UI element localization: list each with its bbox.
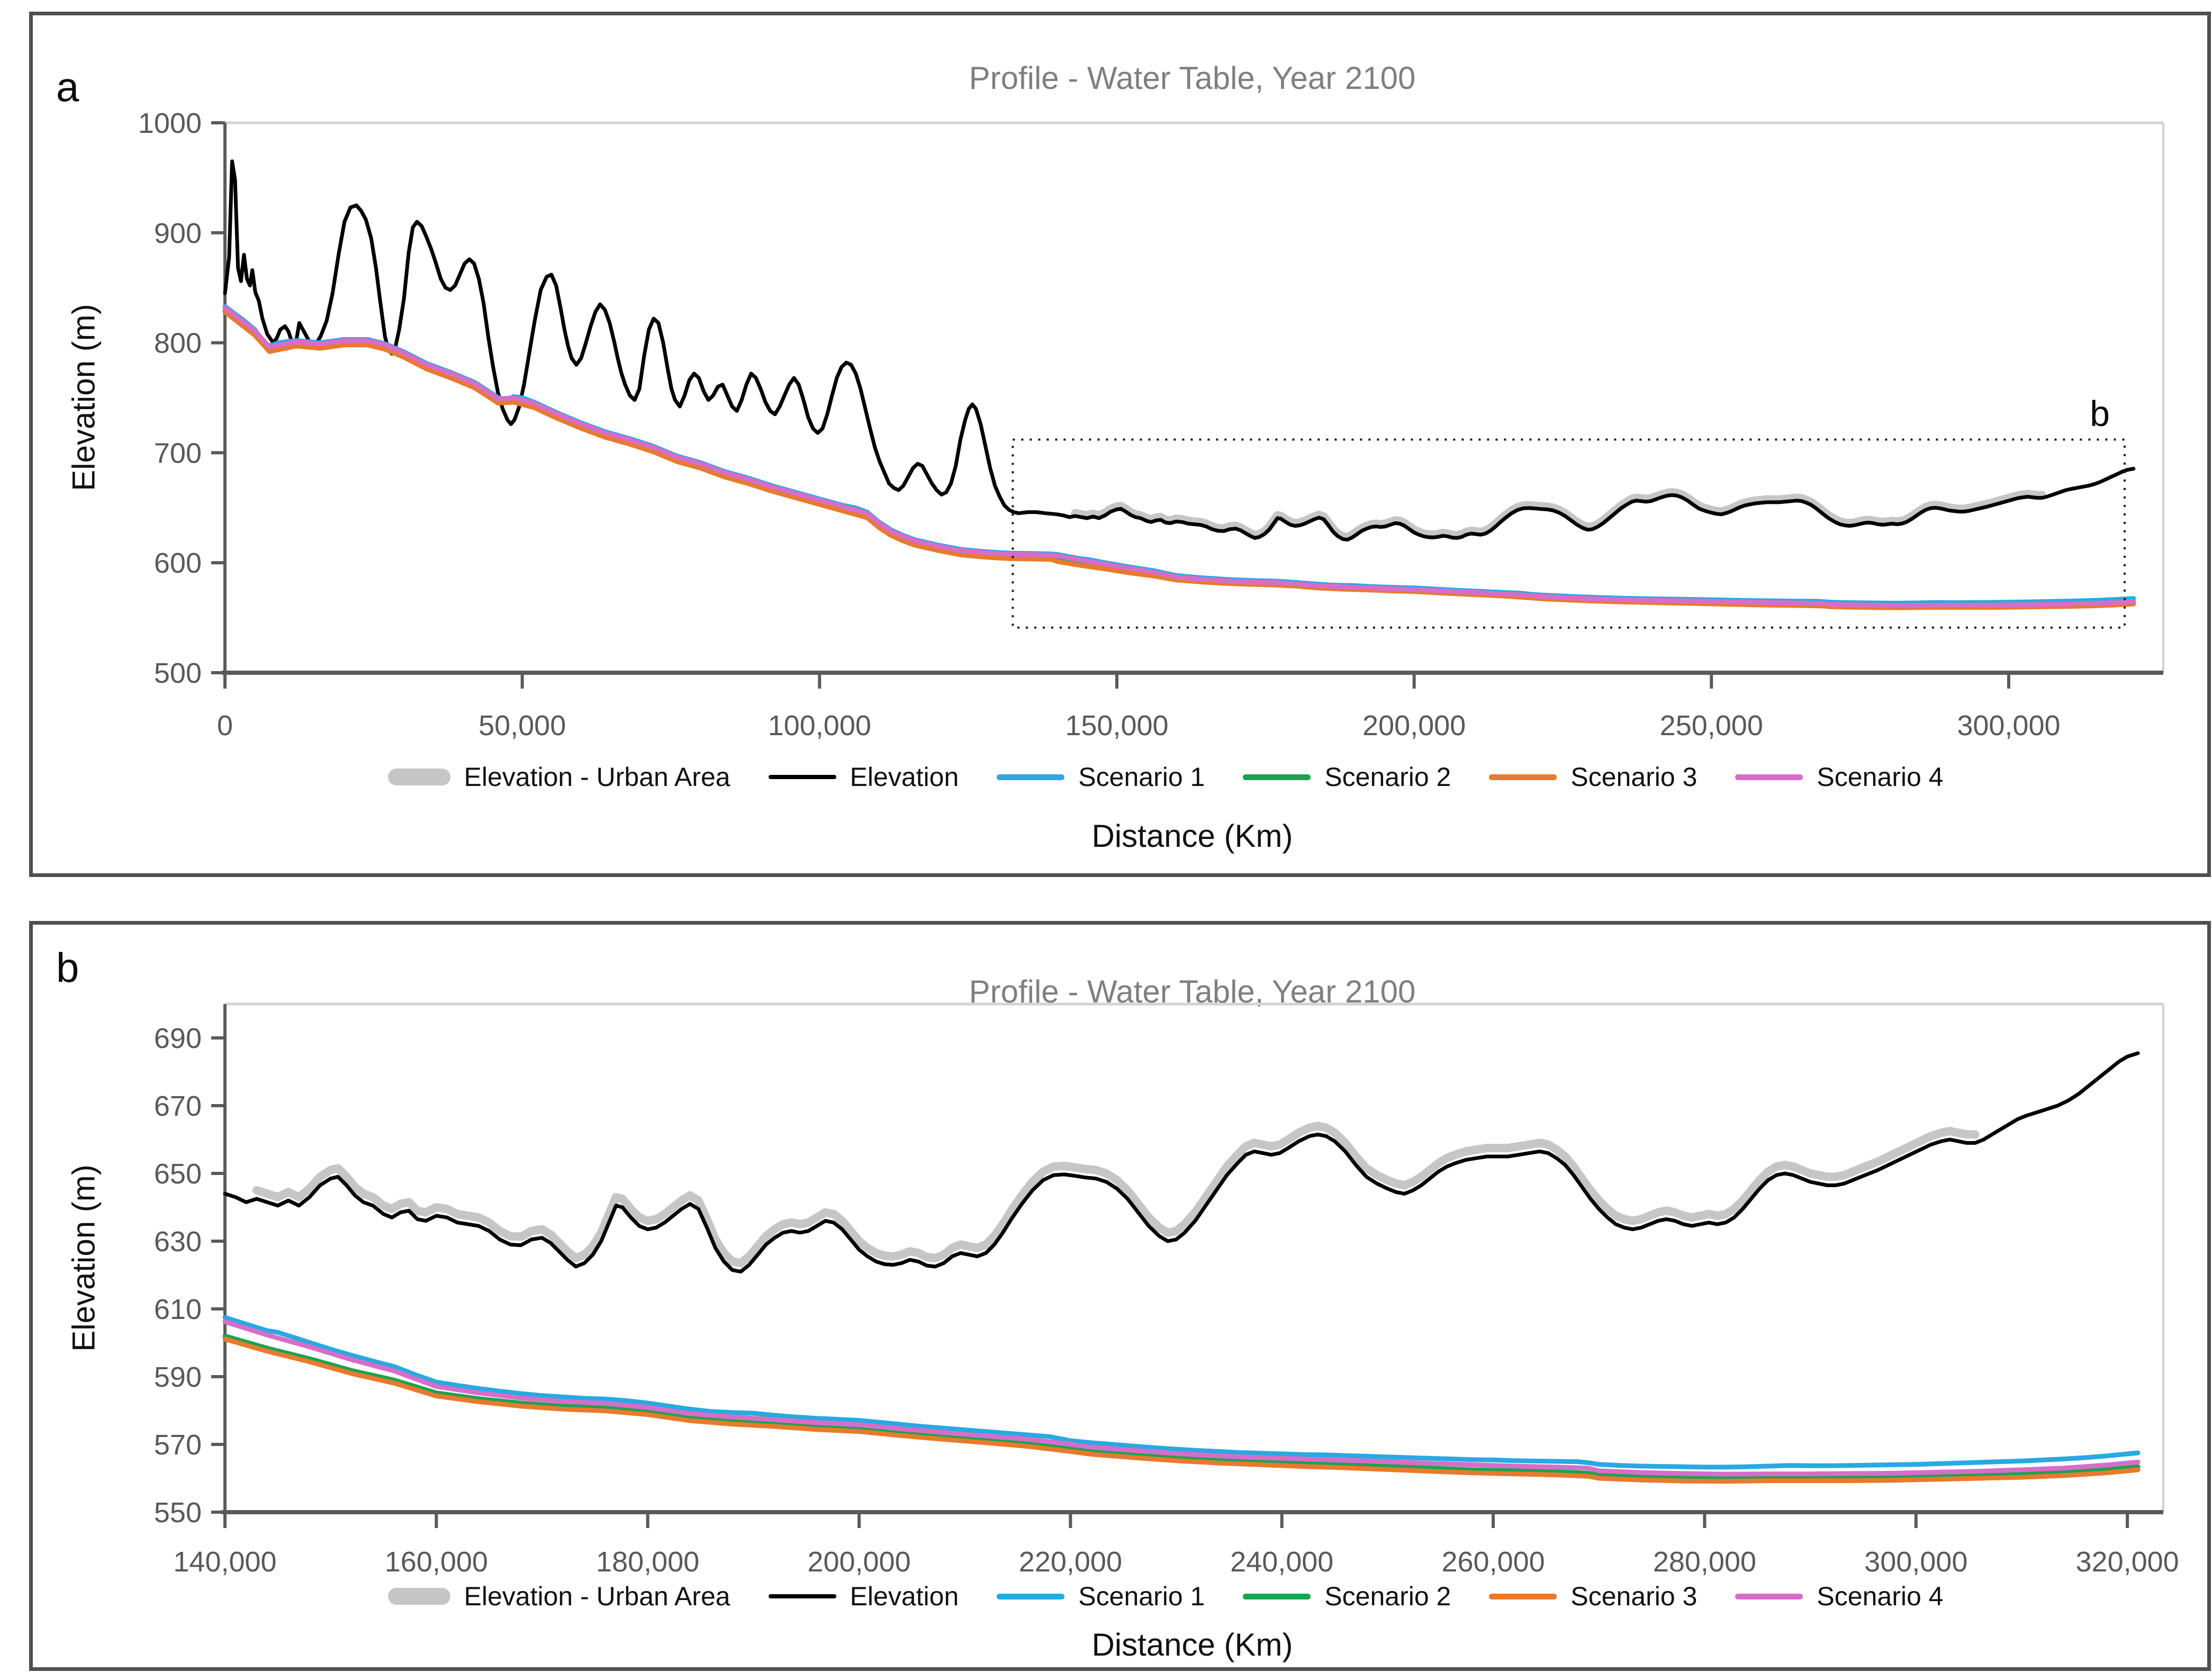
panel-b: b Profile - Water Table, Year 2100 Eleva… bbox=[29, 921, 2211, 1671]
legend-label: Scenario 2 bbox=[1324, 762, 1451, 792]
series-urban bbox=[252, 1122, 1980, 1268]
scenario-1-line-swatch-icon bbox=[997, 774, 1065, 780]
legend-item-urban: Elevation - Urban Area bbox=[387, 1581, 730, 1612]
legend-item-scenario-1: Scenario 1 bbox=[997, 1581, 1205, 1612]
panel-a-chart: 1000 900 800 700 600 500 0 50,000 100,000 150,000… bbox=[138, 107, 2164, 742]
legend-item-scenario-2: Scenario 2 bbox=[1243, 1581, 1451, 1612]
y-tick-label: 700 bbox=[154, 437, 202, 469]
x-tick-label: 240,000 bbox=[1230, 1546, 1333, 1578]
y-tick-label: 550 bbox=[154, 1497, 202, 1529]
y-tick-label: 670 bbox=[154, 1090, 202, 1122]
urban-band-swatch-icon bbox=[387, 1588, 450, 1605]
series-elevation bbox=[223, 159, 2136, 542]
elevation-line-swatch-icon bbox=[768, 775, 836, 779]
panel-b-x-axis-title: Distance (Km) bbox=[1091, 1627, 1293, 1662]
x-tick-label: 200,000 bbox=[1362, 710, 1466, 742]
legend-label: Elevation bbox=[850, 762, 959, 792]
panel-a-letter: a bbox=[56, 64, 79, 110]
series-s2 bbox=[222, 308, 2136, 609]
x-tick-label: 320,000 bbox=[2076, 1546, 2179, 1578]
x-tick-label: 300,000 bbox=[1864, 1546, 1967, 1578]
legend-label: Elevation - Urban Area bbox=[464, 1581, 730, 1611]
panel-a-legend: Elevation - Urban Area Elevation Scenari… bbox=[160, 762, 2171, 792]
scenario-2-line-swatch-icon bbox=[1243, 1593, 1311, 1599]
legend-item-scenario-3: Scenario 3 bbox=[1489, 762, 1697, 792]
legend-label: Scenario 1 bbox=[1078, 762, 1205, 792]
x-tick-label: 50,000 bbox=[478, 710, 566, 742]
series-elevation bbox=[223, 1051, 2140, 1274]
chart-area-a: 1000 900 800 700 600 500 0 50,000 100,000 150,000… bbox=[138, 107, 2164, 742]
series-urban bbox=[1071, 488, 2046, 541]
scenario-4-line-swatch-icon bbox=[1735, 774, 1803, 780]
x-tick-label: 260,000 bbox=[1441, 1546, 1545, 1578]
series-s3 bbox=[222, 1336, 2141, 1484]
x-tick-label: 200,000 bbox=[807, 1546, 910, 1578]
scenario-1-line-swatch-icon bbox=[997, 1593, 1065, 1599]
elevation-line-swatch-icon bbox=[768, 1594, 836, 1598]
legend-item-scenario-2: Scenario 2 bbox=[1243, 762, 1451, 792]
x-tick-label: 160,000 bbox=[385, 1546, 488, 1578]
legend-item-scenario-3: Scenario 3 bbox=[1489, 1581, 1697, 1612]
legend-item-scenario-1: Scenario 1 bbox=[997, 762, 1205, 792]
x-tick-label: 250,000 bbox=[1660, 710, 1763, 742]
legend-label: Scenario 1 bbox=[1078, 1581, 1205, 1611]
legend-label: Scenario 3 bbox=[1570, 1581, 1698, 1611]
series-s1 bbox=[222, 1315, 2141, 1470]
y-tick-label: 500 bbox=[154, 657, 202, 689]
y-tick-label: 570 bbox=[154, 1429, 202, 1461]
x-tick-label: 280,000 bbox=[1653, 1546, 1756, 1578]
legend-label: Elevation - Urban Area bbox=[464, 762, 730, 792]
scenario-2-line-swatch-icon bbox=[1243, 774, 1311, 780]
y-tick-label: 610 bbox=[154, 1294, 202, 1325]
y-tick-label: 800 bbox=[154, 328, 202, 359]
legend-item-scenario-4: Scenario 4 bbox=[1735, 1581, 1943, 1612]
y-tick-label: 1000 bbox=[138, 107, 202, 139]
y-tick-label: 600 bbox=[154, 547, 202, 579]
legend-item-elevation: Elevation bbox=[768, 762, 959, 792]
series-s4 bbox=[222, 1319, 2141, 1477]
panel-b-legend: Elevation - Urban Area Elevation Scenari… bbox=[160, 1581, 2171, 1612]
scenario-3-line-swatch-icon bbox=[1489, 1593, 1557, 1599]
x-tick-label: 0 bbox=[217, 710, 233, 742]
urban-band-swatch-icon bbox=[387, 769, 450, 785]
series-s3 bbox=[222, 309, 2136, 610]
x-tick-label: 300,000 bbox=[1957, 710, 2060, 742]
panel-a-title: Profile - Water Table, Year 2100 bbox=[969, 60, 1416, 96]
series-s1 bbox=[222, 304, 2136, 605]
x-tick-label: 150,000 bbox=[1065, 710, 1168, 742]
legend-label: Scenario 3 bbox=[1570, 762, 1698, 792]
panel-b-chart: 690 670 650 630 610 590 570 550 140,000 160,000 18… bbox=[154, 1002, 2179, 1578]
legend-label: Elevation bbox=[850, 1581, 959, 1611]
x-tick-label: 100,000 bbox=[768, 710, 871, 742]
legend-item-elevation: Elevation bbox=[768, 1581, 959, 1612]
chart-area-b: 690 670 650 630 610 590 570 550 140,000 160,000 18… bbox=[154, 1002, 2179, 1578]
panel-b-letter: b bbox=[56, 944, 79, 991]
inset-box bbox=[1012, 438, 2126, 629]
y-tick-label: 650 bbox=[154, 1158, 202, 1190]
y-tick-label: 690 bbox=[154, 1023, 202, 1054]
y-tick-label: 590 bbox=[154, 1361, 202, 1393]
y-tick-label: 900 bbox=[154, 218, 202, 249]
legend-label: Scenario 4 bbox=[1817, 1581, 1944, 1611]
scenario-4-line-swatch-icon bbox=[1735, 1593, 1803, 1599]
panel-a: a Profile - Water Table, Year 2100 Eleva… bbox=[29, 12, 2211, 877]
x-tick-label: 220,000 bbox=[1019, 1546, 1122, 1578]
y-tick-label: 630 bbox=[154, 1226, 202, 1258]
series-s4 bbox=[222, 305, 2136, 608]
panel-a-x-axis-title: Distance (Km) bbox=[1091, 818, 1293, 854]
x-tick-label: 180,000 bbox=[596, 1546, 699, 1578]
series-s2 bbox=[222, 1333, 2141, 1481]
scenario-3-line-swatch-icon bbox=[1489, 774, 1557, 780]
legend-label: Scenario 4 bbox=[1817, 762, 1944, 792]
legend-item-scenario-4: Scenario 4 bbox=[1735, 762, 1943, 792]
legend-label: Scenario 2 bbox=[1324, 1581, 1451, 1611]
x-tick-label: 140,000 bbox=[173, 1546, 276, 1578]
legend-item-urban: Elevation - Urban Area bbox=[387, 762, 730, 792]
inset-box-label: b bbox=[2090, 393, 2110, 433]
